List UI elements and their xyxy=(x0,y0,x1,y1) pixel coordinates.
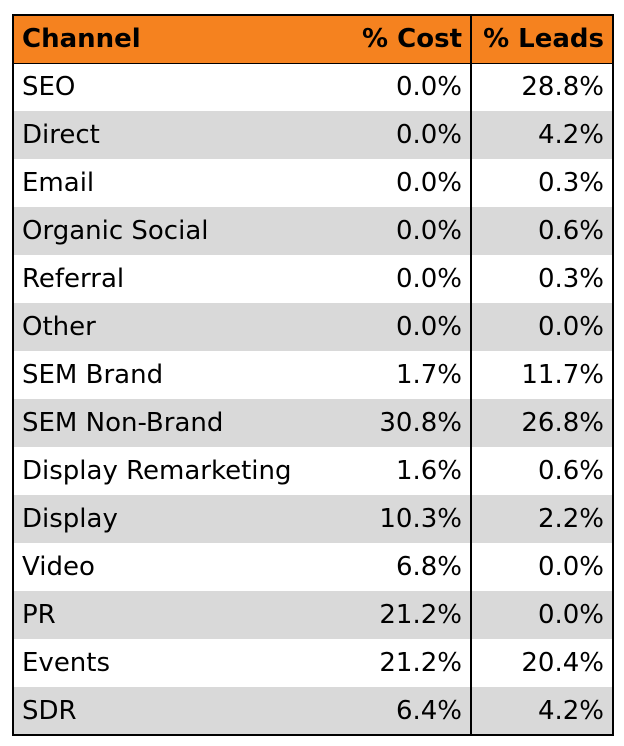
value-cell: 0.0% xyxy=(331,159,471,207)
value-cell: 0.3% xyxy=(470,255,613,303)
value-cell: 1.7% xyxy=(331,351,471,399)
value-cell: 0.0% xyxy=(470,303,613,351)
table-row: Direct 0.0% 4.2% xyxy=(13,111,613,159)
value-cell: 21.2% xyxy=(331,639,471,687)
channel-cell: Direct xyxy=(13,111,331,159)
table-container: Channel% Cost% Leads SEO 0.0% 28.8% Direct 0… xyxy=(12,14,614,736)
value-cell: 0.0% xyxy=(331,207,471,255)
data-table: Channel% Cost% Leads SEO 0.0% 28.8% Direct 0… xyxy=(12,14,614,736)
table-row: Events 21.2% 20.4% xyxy=(13,639,613,687)
value-cell: 28.8% xyxy=(470,63,613,111)
value-cell: 0.6% xyxy=(470,207,613,255)
value-cell: 10.3% xyxy=(331,495,471,543)
value-cell: 30.8% xyxy=(331,399,471,447)
value-cell: 0.0% xyxy=(331,303,471,351)
channel-cell: Display Remarketing xyxy=(13,447,331,495)
value-cell: 4.2% xyxy=(470,687,613,735)
table-row: SEM Non-Brand 30.8% 26.8% xyxy=(13,399,613,447)
value-cell: 0.0% xyxy=(470,543,613,591)
channel-cell: Other xyxy=(13,303,331,351)
value-cell: 20.4% xyxy=(470,639,613,687)
table-row: Display Remarketing 1.6% 0.6% xyxy=(13,447,613,495)
value-cell: 26.8% xyxy=(470,399,613,447)
table-row: Email 0.0% 0.3% xyxy=(13,159,613,207)
table-row: Display 10.3% 2.2% xyxy=(13,495,613,543)
channel-cell: SEM Brand xyxy=(13,351,331,399)
table-row: Referral 0.0% 0.3% xyxy=(13,255,613,303)
channel-cell: SEO xyxy=(13,63,331,111)
channel-cell: Events xyxy=(13,639,331,687)
value-cell: 0.0% xyxy=(331,63,471,111)
value-cell: 6.4% xyxy=(331,687,471,735)
value-cell: 1.6% xyxy=(331,447,471,495)
table-header: Channel% Cost% Leads xyxy=(13,15,613,63)
header-cell: % Cost xyxy=(331,15,471,63)
channel-cell: SEM Non-Brand xyxy=(13,399,331,447)
channel-cell: Referral xyxy=(13,255,331,303)
table-row: SEO 0.0% 28.8% xyxy=(13,63,613,111)
channel-cell: SDR xyxy=(13,687,331,735)
value-cell: 0.3% xyxy=(470,159,613,207)
table-body: SEO 0.0% 28.8% Direct 0.0% 4.2% Email 0.0% 0.3% O… xyxy=(13,63,613,735)
channel-cell: PR xyxy=(13,591,331,639)
value-cell: 6.8% xyxy=(331,543,471,591)
value-cell: 11.7% xyxy=(470,351,613,399)
value-cell: 4.2% xyxy=(470,111,613,159)
table-row: PR 21.2% 0.0% xyxy=(13,591,613,639)
header-row: Channel% Cost% Leads xyxy=(13,15,613,63)
value-cell: 0.0% xyxy=(470,591,613,639)
header-cell: % Leads xyxy=(470,15,613,63)
channel-cell: Organic Social xyxy=(13,207,331,255)
header-cell: Channel xyxy=(13,15,331,63)
value-cell: 0.0% xyxy=(331,111,471,159)
table-row: Organic Social 0.0% 0.6% xyxy=(13,207,613,255)
channel-cell: Display xyxy=(13,495,331,543)
value-cell: 0.0% xyxy=(331,255,471,303)
table-row: SDR 6.4% 4.2% xyxy=(13,687,613,735)
channel-cell: Email xyxy=(13,159,331,207)
value-cell: 21.2% xyxy=(331,591,471,639)
table-row: Other 0.0% 0.0% xyxy=(13,303,613,351)
channel-cell: Video xyxy=(13,543,331,591)
table-row: SEM Brand 1.7% 11.7% xyxy=(13,351,613,399)
table-row: Video 6.8% 0.0% xyxy=(13,543,613,591)
value-cell: 2.2% xyxy=(470,495,613,543)
value-cell: 0.6% xyxy=(470,447,613,495)
